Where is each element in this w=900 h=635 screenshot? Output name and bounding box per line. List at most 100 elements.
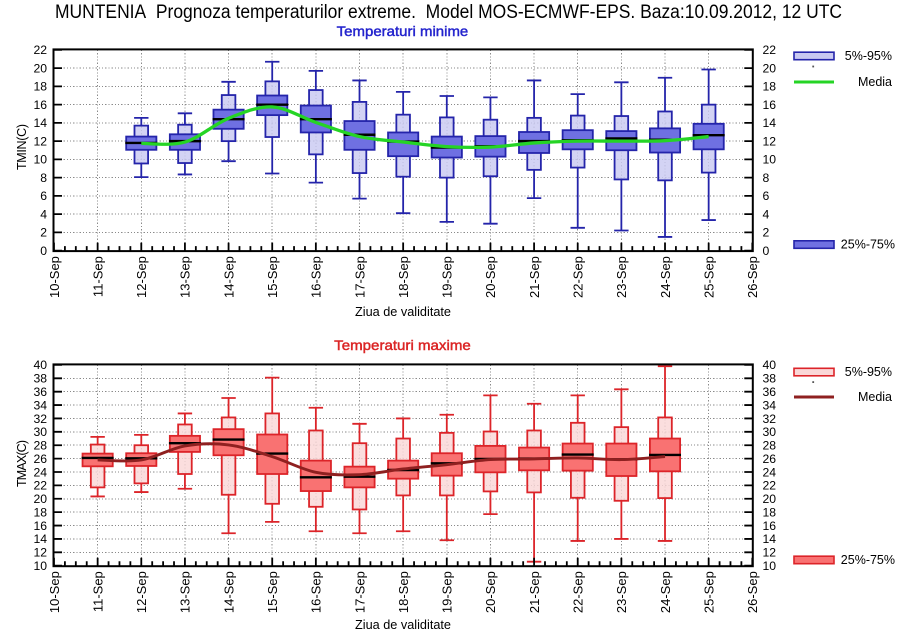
svg-text:36: 36 xyxy=(763,385,777,399)
svg-text:15-Sep: 15-Sep xyxy=(265,571,280,613)
svg-text:12: 12 xyxy=(33,134,47,148)
svg-text:14: 14 xyxy=(33,532,47,546)
svg-text:20-Sep: 20-Sep xyxy=(483,256,498,298)
svg-text:18: 18 xyxy=(763,505,777,519)
svg-text:6: 6 xyxy=(763,189,770,203)
svg-text:26-Sep: 26-Sep xyxy=(745,256,760,298)
svg-text:20: 20 xyxy=(763,492,777,506)
svg-text:22-Sep: 22-Sep xyxy=(571,256,586,298)
svg-text:32: 32 xyxy=(763,412,777,426)
svg-text:16-Sep: 16-Sep xyxy=(309,571,324,613)
svg-text:25-Sep: 25-Sep xyxy=(701,571,716,613)
svg-text:10-Sep: 10-Sep xyxy=(47,571,62,613)
svg-text:10: 10 xyxy=(33,153,47,167)
svg-text:11-Sep: 11-Sep xyxy=(90,256,105,297)
svg-text:14-Sep: 14-Sep xyxy=(221,256,236,298)
svg-text:40: 40 xyxy=(763,358,777,372)
svg-text:12: 12 xyxy=(763,134,777,148)
svg-text:23-Sep: 23-Sep xyxy=(614,571,629,613)
svg-text:26: 26 xyxy=(33,452,47,466)
svg-text:4: 4 xyxy=(763,207,770,221)
svg-text:36: 36 xyxy=(33,385,47,399)
svg-text:25-Sep: 25-Sep xyxy=(701,256,716,298)
svg-text:Media: Media xyxy=(858,75,892,89)
svg-text:25%-75%: 25%-75% xyxy=(841,238,895,252)
svg-text:13-Sep: 13-Sep xyxy=(178,571,193,613)
svg-text:21-Sep: 21-Sep xyxy=(527,256,542,298)
svg-text:21-Sep: 21-Sep xyxy=(527,571,542,613)
svg-text:13-Sep: 13-Sep xyxy=(178,256,193,298)
svg-text:32: 32 xyxy=(33,412,47,426)
svg-text:0: 0 xyxy=(40,244,47,258)
svg-text:14: 14 xyxy=(763,532,777,546)
svg-text:38: 38 xyxy=(33,372,47,386)
svg-text:MUNTENIA Prognoza temperaturi: MUNTENIA Prognoza temperaturilor extreme… xyxy=(55,2,842,23)
svg-text:22: 22 xyxy=(763,479,777,493)
svg-text:24: 24 xyxy=(763,465,777,479)
svg-text:24-Sep: 24-Sep xyxy=(658,571,673,613)
svg-text:5%-95%: 5%-95% xyxy=(845,49,892,63)
svg-text:16: 16 xyxy=(33,519,47,533)
svg-text:26: 26 xyxy=(763,452,777,466)
svg-text:24-Sep: 24-Sep xyxy=(658,256,673,298)
svg-text:19-Sep: 19-Sep xyxy=(440,571,455,613)
svg-text:18: 18 xyxy=(33,80,47,94)
svg-text:16-Sep: 16-Sep xyxy=(309,256,324,298)
svg-text:2: 2 xyxy=(763,226,770,240)
svg-text:18: 18 xyxy=(763,80,777,94)
svg-text:18-Sep: 18-Sep xyxy=(396,256,411,298)
svg-text:30: 30 xyxy=(33,425,47,439)
svg-text:30: 30 xyxy=(763,425,777,439)
svg-text:15-Sep: 15-Sep xyxy=(265,256,280,298)
svg-text:0: 0 xyxy=(763,244,770,258)
svg-text:19-Sep: 19-Sep xyxy=(440,256,455,298)
svg-text:8: 8 xyxy=(40,171,47,185)
svg-text:10: 10 xyxy=(33,559,47,573)
svg-text:Ziua de validitate: Ziua de validitate xyxy=(355,304,451,319)
svg-text:12-Sep: 12-Sep xyxy=(134,571,149,613)
svg-text:25%-75%: 25%-75% xyxy=(841,553,895,567)
svg-text:20: 20 xyxy=(763,61,777,75)
svg-text:14: 14 xyxy=(33,116,47,130)
svg-text:TMAX(C): TMAX(C) xyxy=(15,440,29,487)
svg-text:12-Sep: 12-Sep xyxy=(134,256,149,298)
svg-text:6: 6 xyxy=(40,189,47,203)
svg-text:18-Sep: 18-Sep xyxy=(396,571,411,613)
svg-text:10-Sep: 10-Sep xyxy=(47,256,62,298)
svg-text:34: 34 xyxy=(33,398,47,412)
svg-text:20: 20 xyxy=(33,61,47,75)
svg-text:14-Sep: 14-Sep xyxy=(221,571,236,613)
svg-text:16: 16 xyxy=(763,519,777,533)
svg-text:28: 28 xyxy=(763,439,777,453)
svg-text:26-Sep: 26-Sep xyxy=(745,571,760,613)
svg-text:28: 28 xyxy=(33,439,47,453)
svg-text:34: 34 xyxy=(763,398,777,412)
svg-text:2: 2 xyxy=(40,226,47,240)
svg-text:22: 22 xyxy=(763,43,777,57)
svg-text:24: 24 xyxy=(33,465,47,479)
svg-text:17-Sep: 17-Sep xyxy=(352,256,367,298)
svg-text:22: 22 xyxy=(33,43,47,57)
svg-text:16: 16 xyxy=(763,98,777,112)
svg-text:20-Sep: 20-Sep xyxy=(483,571,498,613)
svg-text:4: 4 xyxy=(40,207,47,221)
svg-text:23-Sep: 23-Sep xyxy=(614,256,629,298)
svg-text:10: 10 xyxy=(763,559,777,573)
svg-text:16: 16 xyxy=(33,98,47,112)
svg-text:5%-95%: 5%-95% xyxy=(845,365,892,379)
svg-text:10: 10 xyxy=(763,153,777,167)
svg-text:Temperaturi minime: Temperaturi minime xyxy=(337,23,469,39)
svg-text:22: 22 xyxy=(33,479,47,493)
svg-text:Ziua de validitate: Ziua de validitate xyxy=(355,617,451,630)
svg-text:Media: Media xyxy=(858,390,892,404)
svg-text:12: 12 xyxy=(763,546,777,560)
svg-text:40: 40 xyxy=(33,358,47,372)
svg-text:18: 18 xyxy=(33,505,47,519)
svg-text:8: 8 xyxy=(763,171,770,185)
svg-text:TMIN(C): TMIN(C) xyxy=(15,124,29,170)
svg-text:12: 12 xyxy=(33,546,47,560)
svg-text:38: 38 xyxy=(763,372,777,386)
svg-text:22-Sep: 22-Sep xyxy=(571,571,586,613)
svg-text:11-Sep: 11-Sep xyxy=(90,571,105,612)
svg-text:14: 14 xyxy=(763,116,777,130)
